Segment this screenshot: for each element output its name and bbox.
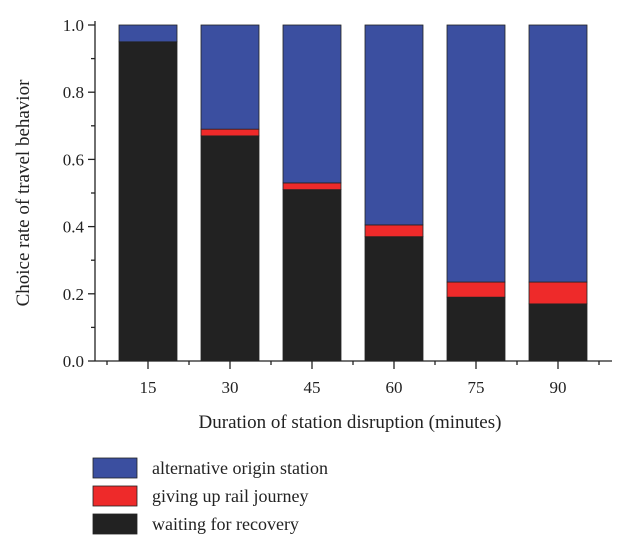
x-tick-label-90: 90 [550,378,567,397]
x-tick-label-30: 30 [222,378,239,397]
legend-swatch [92,457,138,479]
x-tick-label-15: 15 [140,378,157,397]
bar-alternative-origin-station-15 [118,24,178,43]
y-axis-title: Choice rate of travel behavior [13,79,34,307]
x-tick-label-75: 75 [468,378,485,397]
y-tick-label-0.8: 0.8 [63,83,84,102]
legend-swatch [92,485,138,507]
y-tick-label-0.0: 0.0 [63,352,84,371]
legend-swatch [92,513,138,535]
bar-alternative-origin-station-30 [200,24,260,130]
x-tick-label-60: 60 [386,378,403,397]
bar-group-45 [282,24,342,362]
bar-waiting-for-recovery-15 [118,41,178,362]
y-tick-label-0.2: 0.2 [63,285,84,304]
bar-waiting-for-recovery-30 [200,135,260,362]
legend-label: giving up rail journey [152,486,308,506]
legend-item-alternative-origin-station: alternative origin station [92,457,328,479]
y-axis: 0.0 0.2 0.4 0.6 0.8 1.0 [63,16,95,371]
legend-item-giving-up-rail-journey: giving up rail journey [92,485,308,507]
y-tick-label-1.0: 1.0 [63,16,84,35]
x-axis-title: Duration of station disruption (minutes) [199,412,502,433]
bar-giving-up-rail-journey-45 [282,182,342,191]
bar-giving-up-rail-journey-90 [528,281,588,305]
bar-group-15 [118,24,178,362]
bar-waiting-for-recovery-45 [282,189,342,362]
legend-label: alternative origin station [152,458,328,478]
legend-item-waiting-for-recovery: waiting for recovery [92,513,299,535]
bar-waiting-for-recovery-90 [528,303,588,362]
bar-group-90 [528,24,588,362]
bar-giving-up-rail-journey-60 [364,224,424,238]
legend: alternative origin station giving up rail… [92,457,328,535]
bar-waiting-for-recovery-60 [364,236,424,362]
y-tick-label-0.6: 0.6 [63,150,84,169]
bar-alternative-origin-station-75 [446,24,506,283]
x-tick-label-45: 45 [304,378,321,397]
legend-label: waiting for recovery [152,514,299,534]
bar-group-60 [364,24,424,362]
x-axis: 15 30 45 60 75 90 [106,361,600,397]
bar-giving-up-rail-journey-75 [446,281,506,298]
bar-group-75 [446,24,506,362]
bars-layer [118,24,588,362]
bar-alternative-origin-station-60 [364,24,424,226]
y-tick-label-0.4: 0.4 [63,218,85,237]
bar-waiting-for-recovery-75 [446,296,506,362]
bar-giving-up-rail-journey-30 [200,128,260,137]
bar-alternative-origin-station-90 [528,24,588,283]
bar-alternative-origin-station-45 [282,24,342,184]
bar-group-30 [200,24,260,362]
